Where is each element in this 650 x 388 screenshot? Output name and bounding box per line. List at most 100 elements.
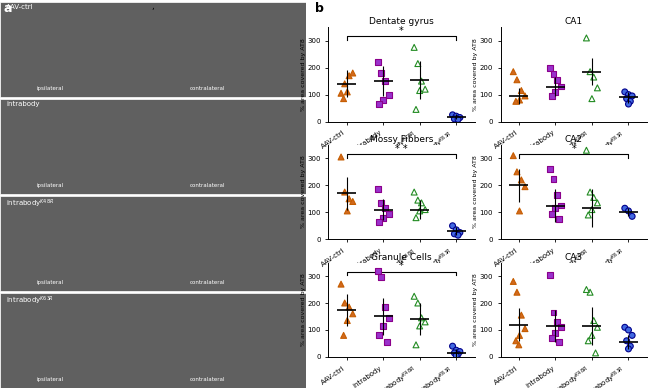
Text: contralateral: contralateral xyxy=(189,183,225,188)
Point xyxy=(588,317,599,324)
Point xyxy=(621,95,632,102)
Point xyxy=(420,86,430,92)
Bar xyxy=(0,293,306,388)
Point xyxy=(547,93,557,99)
Point xyxy=(585,289,595,295)
Point xyxy=(549,71,559,78)
Title: Granule Cells: Granule Cells xyxy=(371,253,432,262)
Point xyxy=(449,350,460,356)
Point xyxy=(511,98,521,104)
Point xyxy=(585,189,595,195)
Point xyxy=(384,211,394,217)
Point xyxy=(348,311,358,317)
Point xyxy=(545,272,555,278)
Point xyxy=(376,274,387,281)
Point xyxy=(449,116,460,122)
Point xyxy=(623,92,634,98)
Point xyxy=(453,232,463,238)
Title: Mossy Fibbers: Mossy Fibbers xyxy=(370,135,433,144)
Point xyxy=(588,194,599,201)
Y-axis label: % area covered by AT8: % area covered by AT8 xyxy=(473,156,478,229)
Point xyxy=(627,93,637,99)
Point xyxy=(623,101,634,107)
Point xyxy=(415,208,425,214)
Text: *: * xyxy=(399,26,404,36)
Text: AAV-ctrl: AAV-ctrl xyxy=(6,4,34,10)
Point xyxy=(592,324,603,331)
Y-axis label: % area covered by AT8: % area covered by AT8 xyxy=(301,274,305,346)
Point xyxy=(378,323,388,329)
Point xyxy=(508,278,519,284)
Point xyxy=(376,70,387,76)
Point xyxy=(545,166,555,172)
Point xyxy=(520,93,530,99)
Point xyxy=(344,196,354,202)
Point xyxy=(554,216,564,222)
Point xyxy=(455,348,465,355)
Point xyxy=(619,205,630,211)
Point xyxy=(455,114,465,121)
Bar xyxy=(0,196,306,291)
Point xyxy=(590,350,601,356)
Text: contralateral: contralateral xyxy=(189,377,225,382)
Point xyxy=(416,315,426,321)
Point xyxy=(420,206,430,213)
Point xyxy=(344,73,354,79)
Point xyxy=(372,268,383,274)
Point xyxy=(382,339,392,345)
Point xyxy=(411,342,421,348)
Point xyxy=(449,231,460,237)
Point xyxy=(587,95,597,102)
Point xyxy=(447,223,458,229)
Point xyxy=(453,116,463,123)
Point xyxy=(415,87,425,94)
Point xyxy=(348,70,358,76)
Point xyxy=(554,339,564,345)
Point xyxy=(342,208,352,214)
Point xyxy=(550,89,560,95)
Point xyxy=(625,98,636,104)
Point xyxy=(592,200,603,206)
Point xyxy=(520,326,530,332)
Text: intrabody$^{K63R}$: intrabody$^{K63R}$ xyxy=(6,295,54,307)
Point xyxy=(451,227,462,233)
Text: b: b xyxy=(315,2,324,15)
Point xyxy=(508,152,519,159)
Point xyxy=(342,89,352,95)
Point xyxy=(547,335,557,341)
Point xyxy=(374,332,385,338)
Point xyxy=(339,332,349,338)
Point xyxy=(516,312,526,318)
Point xyxy=(587,332,597,338)
Point xyxy=(588,74,599,80)
Text: ipsilateral: ipsilateral xyxy=(36,377,64,382)
Point xyxy=(420,319,430,325)
Point xyxy=(336,154,346,160)
Point xyxy=(339,95,349,102)
Point xyxy=(378,215,388,221)
Point xyxy=(545,64,555,71)
Point xyxy=(447,112,458,118)
Title: CA1: CA1 xyxy=(565,17,582,26)
Point xyxy=(413,197,423,203)
Text: contralateral: contralateral xyxy=(189,280,225,285)
Point xyxy=(453,351,463,357)
Point xyxy=(585,69,595,75)
Point xyxy=(623,346,634,352)
Point xyxy=(339,300,350,306)
Point xyxy=(514,97,525,103)
Point xyxy=(344,304,354,310)
Point xyxy=(581,147,592,153)
Text: ipsilateral: ipsilateral xyxy=(36,183,64,188)
Point xyxy=(619,89,630,95)
Point xyxy=(552,77,562,83)
Title: CA2: CA2 xyxy=(565,135,582,144)
Point xyxy=(512,77,522,83)
Point xyxy=(378,97,388,103)
Point xyxy=(508,69,519,75)
Point xyxy=(625,343,636,349)
Point xyxy=(549,309,559,315)
Point xyxy=(581,35,592,41)
Point xyxy=(376,200,387,206)
Point xyxy=(455,229,465,236)
